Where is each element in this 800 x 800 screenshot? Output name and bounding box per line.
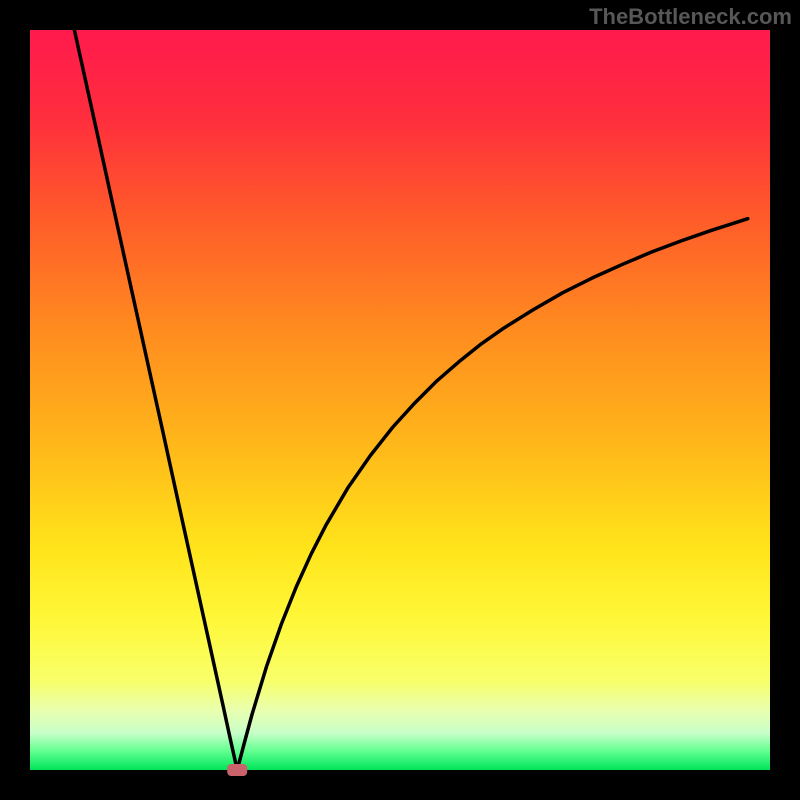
bottleneck-chart: TheBottleneck.com	[0, 0, 800, 800]
minimum-marker	[227, 764, 247, 776]
chart-svg	[0, 0, 800, 800]
watermark-text: TheBottleneck.com	[589, 4, 792, 30]
